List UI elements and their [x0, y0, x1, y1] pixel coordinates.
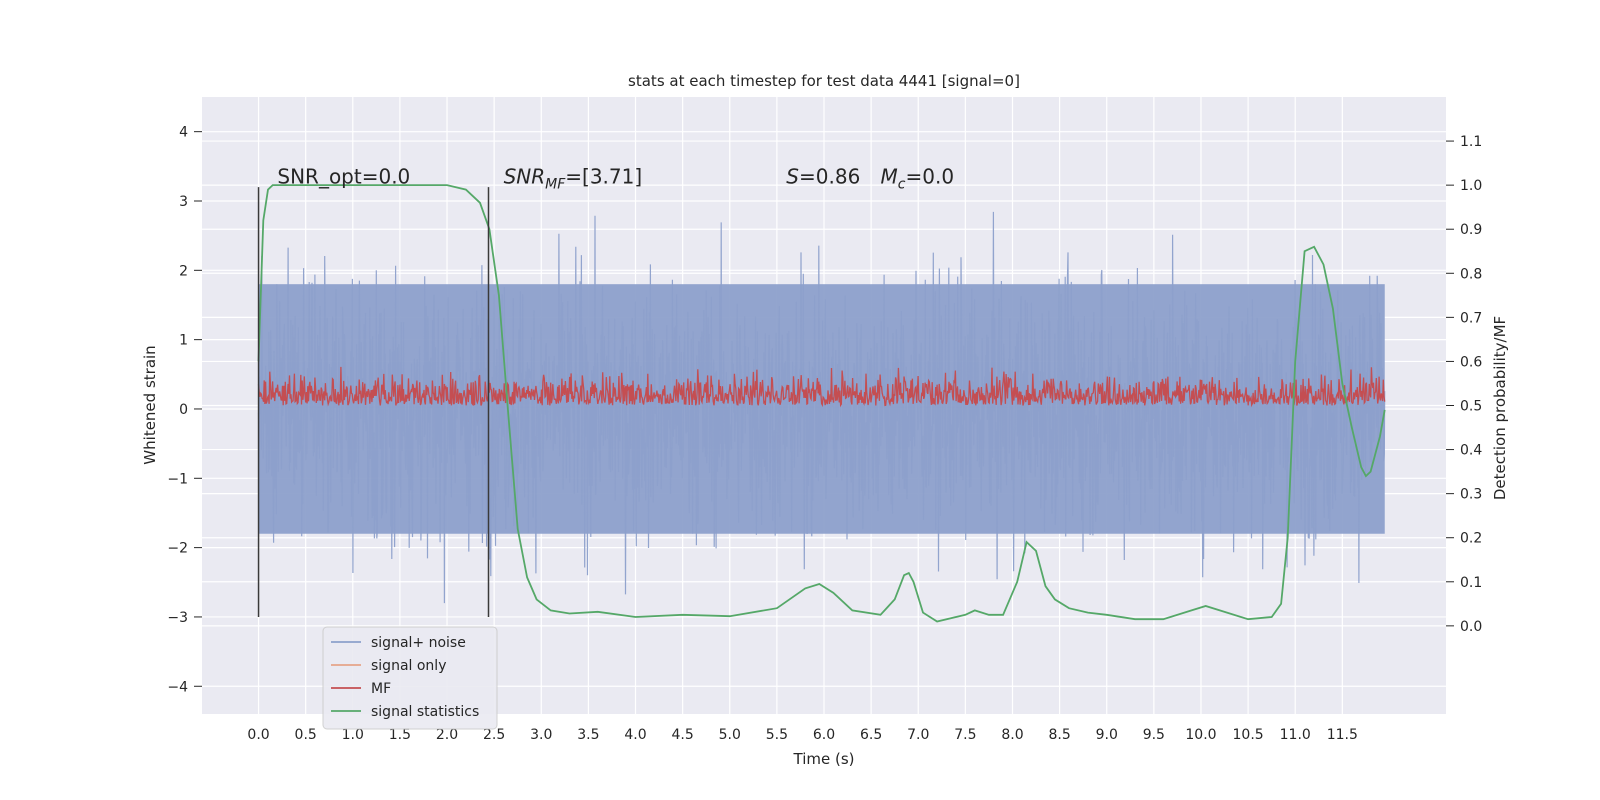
- x-axis-label: Time (s): [793, 750, 855, 768]
- y-right-tick-label: 0.9: [1460, 222, 1482, 238]
- x-tick-label: 4.5: [672, 727, 694, 743]
- y-right-tick-label: 0.8: [1460, 266, 1482, 282]
- y-tick-label: 4: [179, 125, 188, 141]
- y-tick-label: −4: [167, 679, 188, 695]
- tick-labels: 0.0 0.5 1.0 1.5 2.0 2.5 3.0 3.5 4.0 4.5 5.0 5.5 6.0 6…: [167, 125, 1482, 743]
- y-right-tick-label: 0.3: [1460, 487, 1482, 503]
- y-right-tick-label: 1.1: [1460, 134, 1482, 150]
- mf-line: [257, 366, 1386, 408]
- chart-title: stats at each timestep for test data 444…: [628, 72, 1020, 90]
- legend-label: signal only: [371, 658, 446, 674]
- x-tick-label: 6.5: [860, 727, 882, 743]
- x-tick-label: 3.5: [577, 727, 599, 743]
- x-tick-label: 5.0: [719, 727, 741, 743]
- y-tick-label: 2: [179, 263, 188, 279]
- series-layer: [257, 184, 1386, 623]
- y-right-tick-label: 0.6: [1460, 354, 1482, 370]
- x-tick-label: 9.5: [1143, 727, 1165, 743]
- x-tick-label: 1.5: [389, 727, 411, 743]
- x-tick-label: 0.0: [247, 727, 269, 743]
- annotation: SNR_opt=0.0: [277, 165, 410, 189]
- y-right-tick-label: 1.0: [1460, 178, 1482, 194]
- x-tick-label: 6.0: [813, 727, 835, 743]
- y-tick-label: 1: [179, 333, 188, 349]
- y-right-tick-label: 0.1: [1460, 575, 1482, 591]
- y-right-tick-label: 0.5: [1460, 399, 1482, 415]
- x-tick-label: 10.5: [1233, 727, 1264, 743]
- x-tick-label: 1.0: [342, 727, 364, 743]
- annotation: S=0.86: [786, 165, 860, 189]
- x-tick-label: 11.5: [1327, 727, 1358, 743]
- x-tick-label: 8.5: [1048, 727, 1070, 743]
- x-tick-label: 7.0: [907, 727, 929, 743]
- x-tick-label: 5.5: [766, 727, 788, 743]
- x-tick-label: 8.0: [1001, 727, 1023, 743]
- x-tick-label: 3.0: [530, 727, 552, 743]
- y-tick-label: 3: [179, 194, 188, 210]
- y-tick-label: −1: [167, 471, 188, 487]
- legend-label: signal+ noise: [371, 635, 466, 651]
- legend: signal+ noise signal only MF signal statist…: [322, 626, 498, 730]
- y-tick-label: 0: [179, 402, 188, 418]
- x-tick-label: 2.0: [436, 727, 458, 743]
- y-right-tick-label: 0.4: [1460, 443, 1482, 459]
- y-tick-label: −2: [167, 541, 188, 557]
- y-axis-label-right: Detection probability/MF: [1491, 316, 1509, 500]
- y-right-tick-label: 0.2: [1460, 531, 1482, 547]
- legend-frame: [322, 626, 498, 730]
- x-tick-label: 7.5: [954, 727, 976, 743]
- annotation: SNRMF=[3.71]: [504, 165, 643, 193]
- y-tick-label: −3: [167, 610, 188, 626]
- y-right-tick-label: 0.7: [1460, 310, 1482, 326]
- x-tick-label: 4.0: [624, 727, 646, 743]
- x-tick-label: 10.0: [1185, 727, 1216, 743]
- signal-noise-line: [257, 211, 1386, 604]
- annotations: SNR_opt=0.0 SNRMF=[3.71] S=0.86 Mc=0.0: [277, 165, 954, 193]
- x-tick-label: 9.0: [1096, 727, 1118, 743]
- signal-statistics-line: [257, 184, 1386, 623]
- x-tick-label: 2.5: [483, 727, 505, 743]
- x-tick-label: 0.5: [295, 727, 317, 743]
- x-tick-label: 11.0: [1280, 727, 1311, 743]
- annotation: Mc=0.0: [881, 165, 955, 193]
- legend-label: signal statistics: [371, 704, 479, 720]
- legend-label: MF: [371, 681, 391, 697]
- y-right-tick-label: 0.0: [1460, 619, 1482, 635]
- y-axis-label: Whitened strain: [141, 345, 159, 464]
